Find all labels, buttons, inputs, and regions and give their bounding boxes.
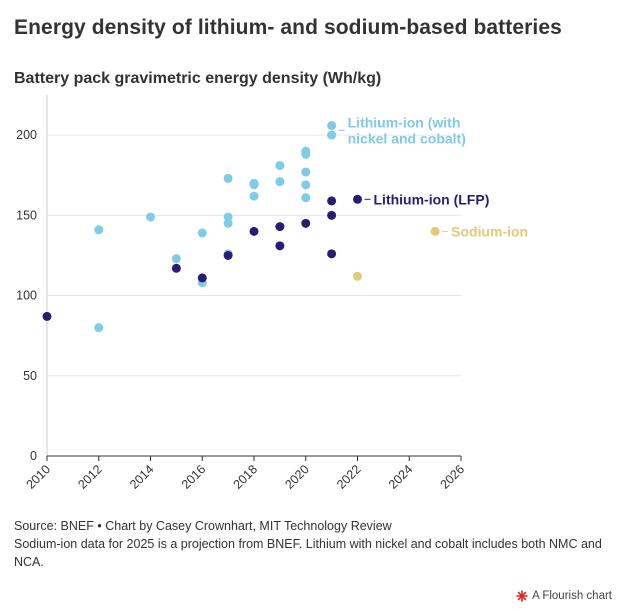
x-tick-label: 2026 (438, 462, 468, 492)
data-point (249, 180, 259, 190)
data-point (353, 194, 362, 204)
series-label: Lithium-ion (LFP) (374, 191, 490, 207)
x-tick-label: 2020 (282, 462, 312, 492)
source-note: Source: BNEF • Chart by Casey Crownhart,… (14, 519, 392, 533)
data-point (94, 323, 104, 333)
data-point (275, 177, 285, 187)
data-point (223, 218, 233, 228)
flourish-logo-icon (516, 590, 528, 602)
data-point (327, 210, 337, 220)
data-point (146, 212, 155, 222)
data-point (249, 226, 259, 236)
data-point (327, 196, 337, 206)
data-point (430, 226, 440, 236)
gridlines (47, 134, 461, 377)
data-point (197, 273, 207, 283)
x-tick-label: 2010 (24, 462, 54, 492)
data-point (327, 130, 337, 140)
data-point (327, 120, 337, 130)
data-point (275, 222, 285, 232)
data-point (197, 228, 207, 238)
data-point (301, 149, 311, 159)
data-point (42, 311, 52, 321)
x-tick-label: 2018 (231, 462, 261, 492)
axes: 0 50 100 150 200 2010 2012 2014 2016 2018 2020 2022… (16, 95, 467, 492)
series-label: nickel and cobalt) (348, 130, 466, 146)
methodology-note: Sodium-ion data for 2025 is a projection… (14, 537, 602, 569)
series-label: Sodium-ion (451, 223, 528, 239)
chart-title: Energy density of lithium- and sodium-ba… (14, 16, 562, 39)
data-point (301, 193, 311, 203)
data-point (275, 161, 285, 171)
data-point (327, 249, 337, 259)
y-tick-label: 50 (23, 369, 37, 383)
y-tick-label: 150 (16, 208, 37, 222)
data-points (42, 120, 440, 333)
y-tick-label: 200 (16, 128, 37, 142)
data-point (171, 263, 181, 273)
y-tick-label: 100 (16, 289, 37, 303)
data-point (301, 167, 311, 177)
data-point (223, 212, 233, 222)
scatter-chart: 0 50 100 150 200 2010 2012 2014 2016 2018 2020 2022… (16, 95, 528, 492)
data-point (275, 241, 285, 251)
x-tick-label: 2022 (334, 462, 364, 492)
x-tick-label: 2014 (127, 462, 157, 492)
data-point (353, 271, 362, 281)
chart-footer: Source: BNEF • Chart by Casey Crownhart,… (14, 517, 609, 571)
data-point (249, 191, 259, 201)
data-point (94, 225, 104, 235)
data-point (171, 254, 181, 264)
data-point (223, 173, 233, 183)
x-tick-label: 2012 (75, 462, 105, 492)
data-point (301, 218, 311, 228)
x-tick-label: 2024 (386, 462, 416, 492)
data-point (301, 180, 311, 190)
flourish-credit[interactable]: A Flourish chart (516, 590, 612, 602)
x-tick-label: 2016 (179, 462, 209, 492)
chart-subtitle: Battery pack gravimetric energy density … (14, 70, 382, 87)
series-label: Lithium-ion (with (348, 114, 461, 130)
flourish-credit-label: A Flourish chart (532, 590, 612, 602)
data-point (223, 250, 233, 260)
y-tick-label: 0 (30, 449, 37, 463)
